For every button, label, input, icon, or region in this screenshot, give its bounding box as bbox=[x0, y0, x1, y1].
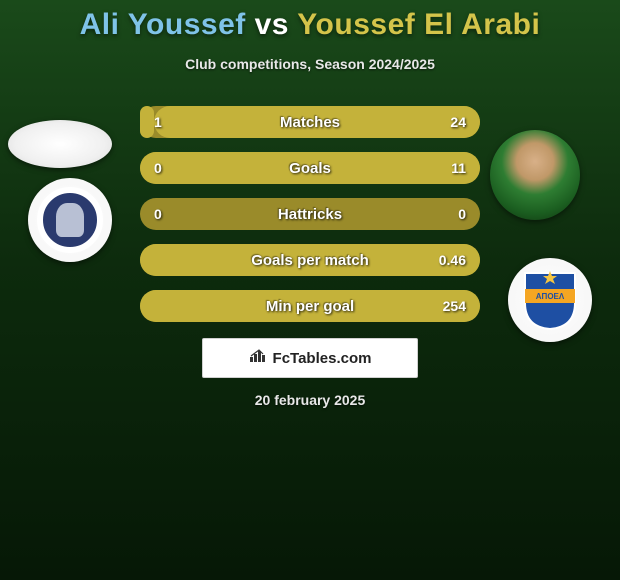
stat-label: Hattricks bbox=[278, 206, 342, 223]
stat-bar: 0.46 Goals per match bbox=[140, 244, 480, 276]
stat-value-left: 0 bbox=[154, 160, 162, 176]
apollon-crest-icon bbox=[37, 187, 103, 253]
player2-name: Youssef El Arabi bbox=[297, 8, 540, 41]
vs-separator: vs bbox=[255, 8, 289, 41]
stat-value-left: 0 bbox=[154, 206, 162, 222]
stat-value-right: 24 bbox=[450, 114, 466, 130]
stat-value-right: 254 bbox=[443, 298, 466, 314]
player1-photo bbox=[8, 120, 112, 168]
stat-bar: 0 11 Goals bbox=[140, 152, 480, 184]
stat-label: Goals per match bbox=[251, 252, 369, 269]
stat-value-right: 0.46 bbox=[439, 252, 466, 268]
brand-text: FcTables.com bbox=[273, 350, 372, 367]
player1-name: Ali Youssef bbox=[80, 8, 246, 41]
stat-bar: 0 0 Hattricks bbox=[140, 198, 480, 230]
svg-text:ΑΠΟΕΛ: ΑΠΟΕΛ bbox=[536, 292, 565, 301]
content-wrapper: Ali Youssef vs Youssef El Arabi Club com… bbox=[0, 0, 620, 580]
stat-bar: 1 24 Matches bbox=[140, 106, 480, 138]
player1-team-badge bbox=[28, 178, 112, 262]
player2-photo bbox=[490, 130, 580, 220]
stat-value-left: 1 bbox=[154, 114, 162, 130]
stat-value-right: 11 bbox=[451, 160, 466, 176]
brand-box[interactable]: FcTables.com bbox=[202, 338, 418, 378]
stat-label: Min per goal bbox=[266, 298, 354, 315]
stats-area: ΑΠΟΕΛ 1 24 Matches 0 11 Goals 0 0 Hattricks 0.46 G… bbox=[0, 106, 620, 408]
subtitle: Club competitions, Season 2024/2025 bbox=[0, 56, 620, 72]
stat-value-right: 0 bbox=[458, 206, 466, 222]
stat-bar: 254 Min per goal bbox=[140, 290, 480, 322]
page-title: Ali Youssef vs Youssef El Arabi bbox=[0, 8, 620, 42]
stat-label: Matches bbox=[280, 114, 340, 131]
apoel-crest-icon: ΑΠΟΕΛ bbox=[521, 269, 579, 331]
player2-team-badge: ΑΠΟΕΛ bbox=[508, 258, 592, 342]
stat-bars: 1 24 Matches 0 11 Goals 0 0 Hattricks 0.46 Goals p… bbox=[140, 106, 480, 322]
date-line: 20 february 2025 bbox=[0, 392, 620, 408]
chart-icon bbox=[249, 349, 267, 367]
stat-fill-left bbox=[140, 106, 154, 138]
stat-label: Goals bbox=[289, 160, 331, 177]
